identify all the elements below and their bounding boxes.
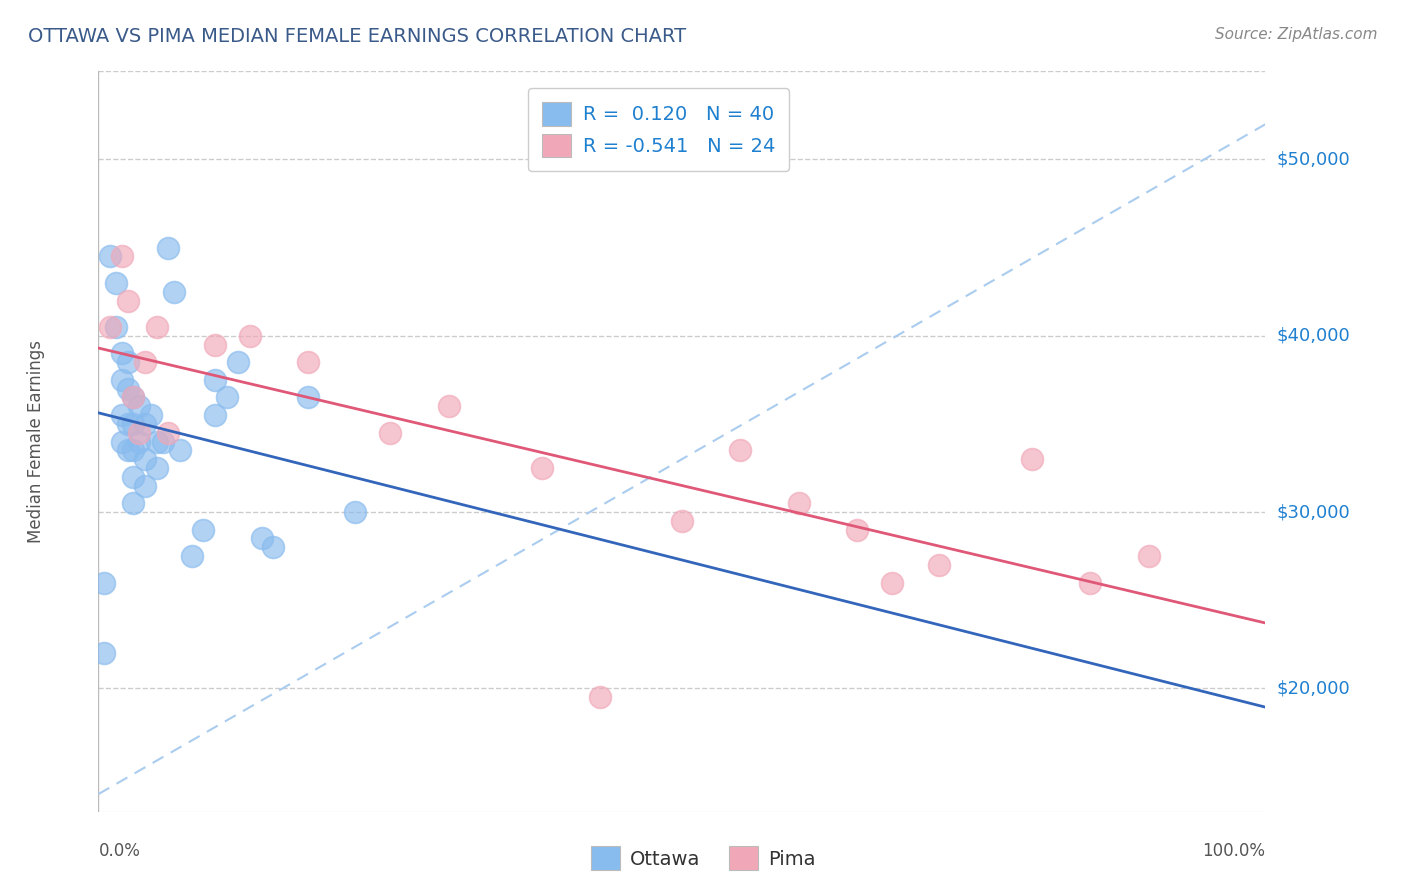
Point xyxy=(134,478,156,492)
Point xyxy=(262,541,284,555)
Point xyxy=(157,241,180,255)
Point xyxy=(239,328,262,343)
Point xyxy=(152,434,174,449)
Point xyxy=(1080,575,1102,590)
Point xyxy=(111,250,134,264)
Point xyxy=(204,337,226,351)
Point xyxy=(122,496,145,510)
Point xyxy=(180,549,202,563)
Point xyxy=(169,443,191,458)
Point xyxy=(250,532,273,546)
Point xyxy=(111,373,134,387)
Point xyxy=(134,417,156,431)
Point xyxy=(117,293,139,308)
Point xyxy=(193,523,215,537)
Point xyxy=(98,320,121,334)
Text: $30,000: $30,000 xyxy=(1277,503,1350,521)
Point xyxy=(146,434,169,449)
Point xyxy=(215,391,238,405)
Point xyxy=(146,461,169,475)
Point xyxy=(344,505,367,519)
Point xyxy=(1021,452,1043,467)
Point xyxy=(928,558,950,572)
Point xyxy=(204,408,226,422)
Point xyxy=(671,514,693,528)
Point xyxy=(104,276,127,290)
Point xyxy=(128,425,150,440)
Point xyxy=(163,285,186,299)
Point xyxy=(111,346,134,360)
Text: Median Female Earnings: Median Female Earnings xyxy=(27,340,45,543)
Point xyxy=(117,443,139,458)
Point xyxy=(122,443,145,458)
Point xyxy=(128,399,150,413)
Point xyxy=(380,425,402,440)
Text: Source: ZipAtlas.com: Source: ZipAtlas.com xyxy=(1215,27,1378,42)
Point xyxy=(122,391,145,405)
Point xyxy=(846,523,869,537)
Point xyxy=(117,382,139,396)
Point xyxy=(111,434,134,449)
Point xyxy=(93,646,115,660)
Point xyxy=(530,461,553,475)
Point xyxy=(1137,549,1160,563)
Point xyxy=(117,417,139,431)
Point xyxy=(297,391,319,405)
Point xyxy=(128,434,150,449)
Point xyxy=(880,575,903,590)
Point xyxy=(204,373,226,387)
Text: $50,000: $50,000 xyxy=(1277,151,1350,169)
Point xyxy=(122,391,145,405)
Point xyxy=(139,408,162,422)
Text: $40,000: $40,000 xyxy=(1277,326,1350,345)
Point xyxy=(589,690,612,705)
Legend: Ottawa, Pima: Ottawa, Pima xyxy=(583,838,823,878)
Point xyxy=(787,496,810,510)
Point xyxy=(134,452,156,467)
Point xyxy=(134,355,156,369)
Point xyxy=(104,320,127,334)
Point xyxy=(297,355,319,369)
Point xyxy=(93,575,115,590)
Point xyxy=(122,417,145,431)
Text: 100.0%: 100.0% xyxy=(1202,842,1265,860)
Point xyxy=(111,408,134,422)
Point xyxy=(146,320,169,334)
Point xyxy=(117,355,139,369)
Text: 0.0%: 0.0% xyxy=(98,842,141,860)
Point xyxy=(122,470,145,484)
Point xyxy=(730,443,752,458)
Text: $20,000: $20,000 xyxy=(1277,680,1350,698)
Text: OTTAWA VS PIMA MEDIAN FEMALE EARNINGS CORRELATION CHART: OTTAWA VS PIMA MEDIAN FEMALE EARNINGS CO… xyxy=(28,27,686,45)
Legend: R =  0.120   N = 40, R = -0.541   N = 24: R = 0.120 N = 40, R = -0.541 N = 24 xyxy=(529,88,789,171)
Point xyxy=(228,355,250,369)
Point xyxy=(437,399,460,413)
Point xyxy=(98,250,121,264)
Point xyxy=(157,425,180,440)
